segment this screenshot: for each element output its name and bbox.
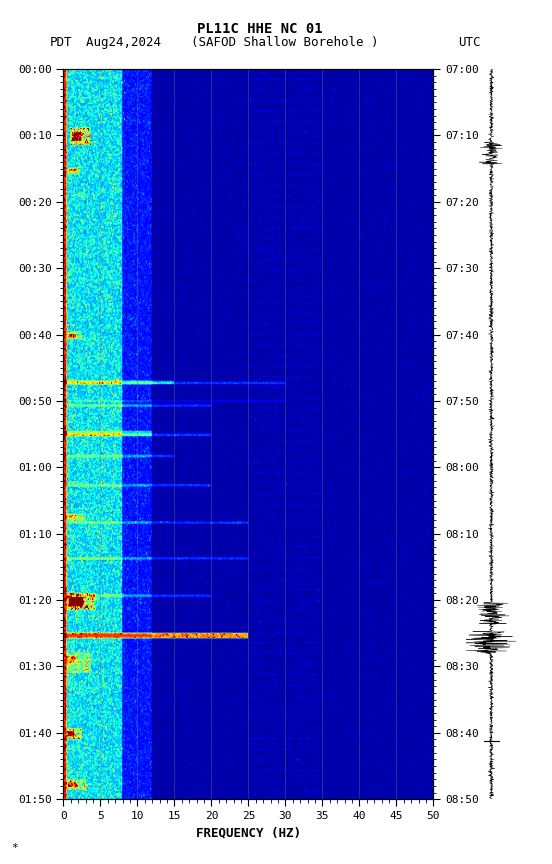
- Text: PDT: PDT: [50, 36, 72, 49]
- Text: UTC: UTC: [458, 36, 481, 49]
- X-axis label: FREQUENCY (HZ): FREQUENCY (HZ): [196, 827, 301, 840]
- Text: Aug24,2024    (SAFOD Shallow Borehole ): Aug24,2024 (SAFOD Shallow Borehole ): [86, 36, 378, 49]
- Text: PL11C HHE NC 01: PL11C HHE NC 01: [197, 22, 322, 36]
- Text: *: *: [11, 843, 18, 853]
